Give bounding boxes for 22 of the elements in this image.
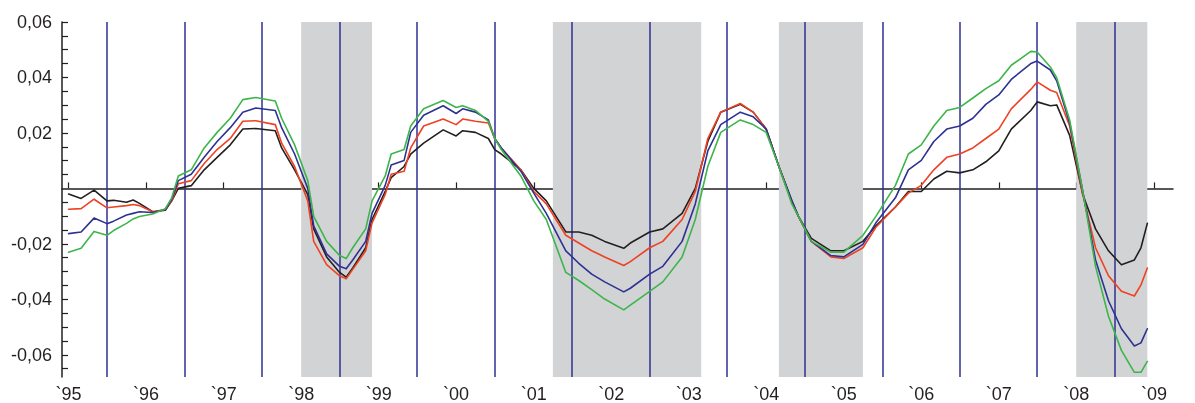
y-tick-label: 0,06 [16,12,52,32]
x-tick-label: `07 [985,384,1012,403]
x-tick-label: `09 [1140,384,1167,403]
x-tick-label: `06 [908,384,935,403]
y-tick-label: 0,04 [16,67,52,88]
y-tick-label: -0,04 [10,289,52,310]
x-tick-label: `08 [1063,384,1090,403]
x-tick-label: `00 [443,384,470,403]
x-tick-label: `03 [675,384,702,403]
y-tick-label: -0,06 [10,344,52,365]
x-tick-label: `97 [210,384,237,403]
x-tick-label: `01 [520,384,547,403]
y-tick-label: -0,02 [10,233,52,254]
line-series [67,81,1149,297]
x-tick-label: `95 [55,384,82,403]
x-tick-label: `04 [753,384,780,403]
x-tick-label: `96 [133,384,160,403]
x-tick-label: `98 [288,384,315,403]
x-tick-label: `99 [365,384,392,403]
y-tick-label: 0,02 [16,122,52,143]
x-tick-label: `02 [598,384,625,403]
x-tick-label: `05 [830,384,857,403]
